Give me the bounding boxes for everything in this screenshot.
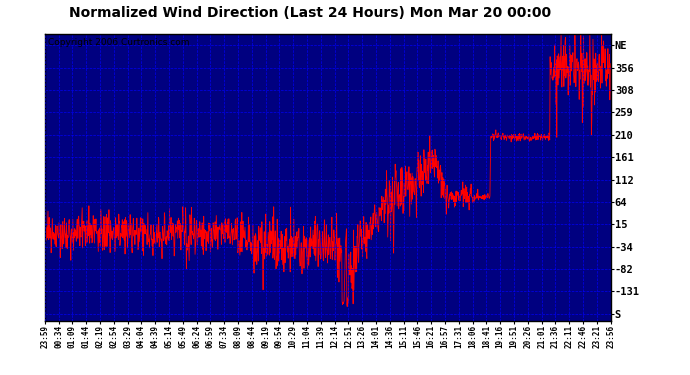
Text: Copyright 2006 Curtronics.com: Copyright 2006 Curtronics.com bbox=[48, 38, 189, 47]
Text: Normalized Wind Direction (Last 24 Hours) Mon Mar 20 00:00: Normalized Wind Direction (Last 24 Hours… bbox=[70, 6, 551, 20]
